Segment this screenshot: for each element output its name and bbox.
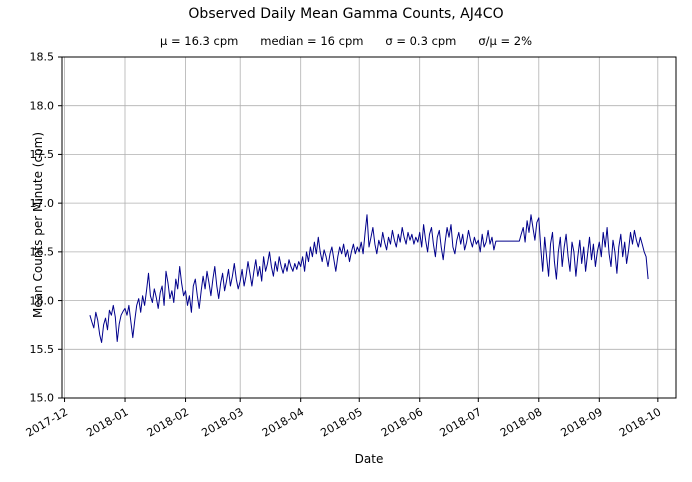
plot-border bbox=[61, 56, 677, 399]
x-tick-label: 2018-05 bbox=[318, 405, 364, 439]
y-tick-label: 18.5 bbox=[30, 51, 55, 64]
chart-title: Observed Daily Mean Gamma Counts, AJ4CO bbox=[188, 6, 504, 22]
x-tick-label: 2018-09 bbox=[558, 405, 604, 439]
x-tick-label: 2018-06 bbox=[379, 405, 425, 439]
x-tick-label: 2018-02 bbox=[145, 405, 191, 439]
y-tick-label: 17.0 bbox=[30, 197, 55, 210]
y-axis-label: Mean Counts per Minute (cpm) bbox=[31, 131, 45, 318]
x-tick-label: 2018-07 bbox=[437, 405, 483, 439]
x-tick-label: 2018-01 bbox=[84, 405, 130, 439]
data-line bbox=[89, 214, 649, 343]
x-tick-label: 2017-12 bbox=[24, 405, 70, 439]
x-axis-label: Date bbox=[354, 452, 384, 466]
x-tick-label: 2018-10 bbox=[617, 405, 663, 439]
y-tick-label: 16.0 bbox=[30, 294, 55, 307]
chart-stats-line: μ = 16.3 cpm median = 16 cpm σ = 0.3 cpm… bbox=[160, 34, 532, 48]
y-tick-label: 15.5 bbox=[30, 343, 55, 356]
y-tick-label: 18.0 bbox=[30, 99, 55, 112]
y-tick-label: 17.5 bbox=[30, 148, 55, 161]
x-tick-label: 2018-08 bbox=[498, 405, 544, 439]
x-tick-label: 2018-03 bbox=[199, 405, 245, 439]
y-tick-label: 16.5 bbox=[30, 246, 55, 259]
y-tick-label: 15.0 bbox=[30, 392, 55, 405]
x-tick-label: 2018-04 bbox=[260, 405, 306, 439]
